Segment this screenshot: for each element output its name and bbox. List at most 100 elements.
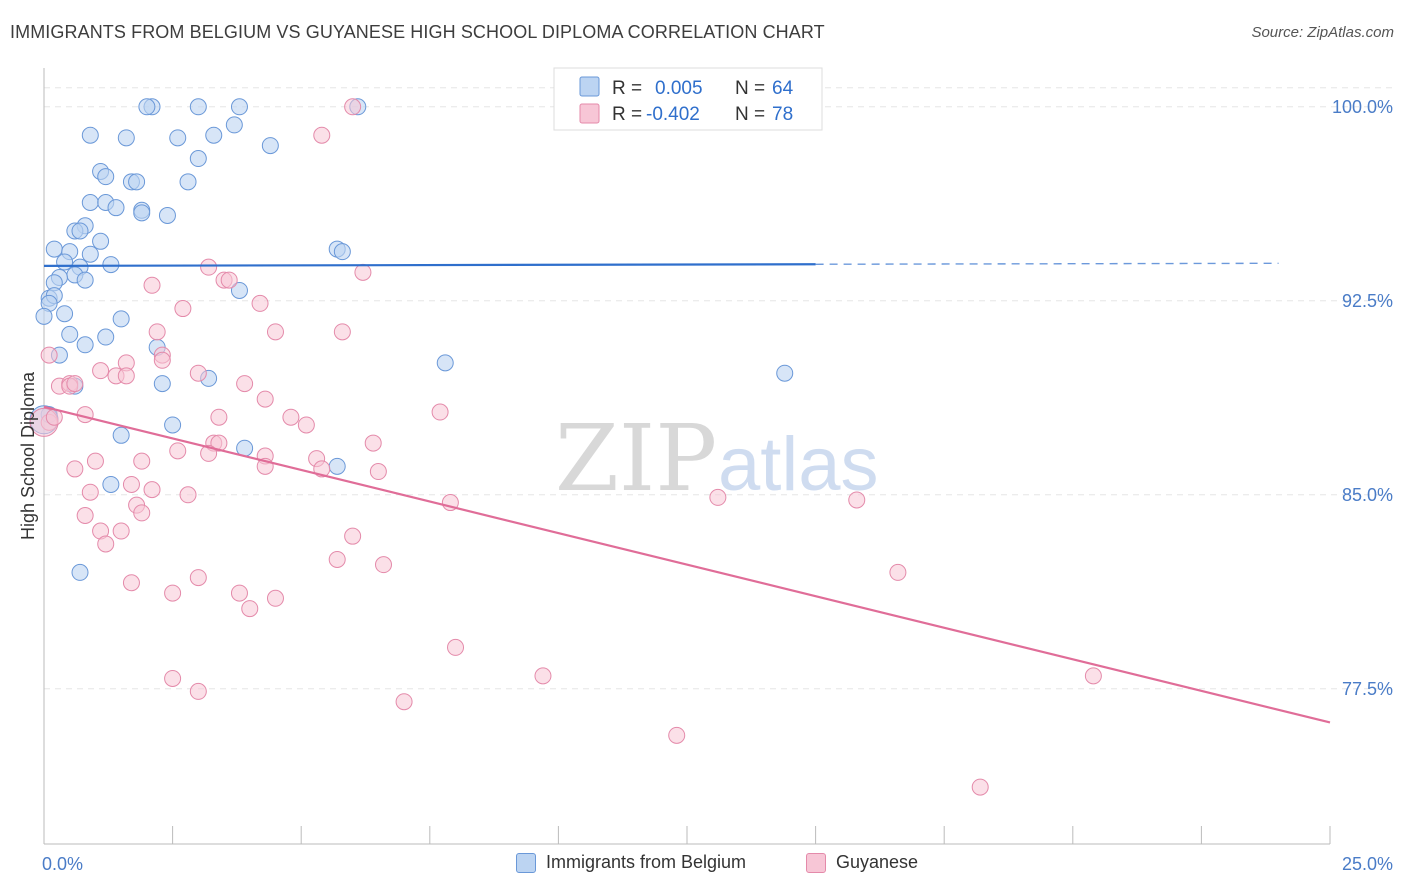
guyanese-point [200, 258, 218, 276]
belgium-point [56, 305, 74, 323]
belgium-point [112, 426, 130, 444]
belgium-point [164, 416, 182, 434]
guyanese-point [148, 323, 166, 341]
guyanese-point [241, 600, 259, 618]
guyanese-point [266, 589, 284, 607]
belgium-point [169, 129, 187, 147]
y-tick-label: 100.0% [1332, 97, 1393, 117]
belgium-point [71, 222, 89, 240]
guyanese-point [256, 390, 274, 408]
legend-swatch-belgium [579, 76, 600, 97]
guyanese-point [210, 434, 228, 452]
guyanese-point [369, 463, 387, 481]
guyanese-point [143, 276, 161, 294]
guyanese-point [117, 367, 135, 385]
y-tick-label: 92.5% [1342, 291, 1393, 311]
belgium-point [81, 245, 99, 263]
belgium-point [230, 281, 248, 299]
belgium-point [230, 98, 248, 116]
guyanese-point [133, 452, 151, 470]
y-tick-label: 77.5% [1342, 679, 1393, 699]
y-tick-label: 85.0% [1342, 485, 1393, 505]
guyanese-point [86, 452, 104, 470]
guyanese-point [210, 408, 228, 426]
source-credit: Source: ZipAtlas.com [1251, 24, 1394, 41]
legend-n-label-2: N = [735, 104, 765, 125]
guyanese-point [189, 682, 207, 700]
guyanese-point [97, 535, 115, 553]
guyanese-point [133, 504, 151, 522]
guyanese-point [333, 323, 351, 341]
legend-r-label-1: R = [612, 78, 642, 99]
guyanese-point [364, 434, 382, 452]
guyanese-point [189, 364, 207, 382]
guyanese-point [164, 669, 182, 687]
belgium-point [76, 271, 94, 289]
guyanese-point [344, 98, 362, 116]
guyanese-point [122, 574, 140, 592]
belgium-point [112, 310, 130, 328]
belgium-point [102, 475, 120, 493]
axes [43, 68, 1331, 845]
belgium-point [45, 240, 63, 258]
guyanese-point [971, 778, 989, 796]
trend-line-guyanese [43, 405, 1331, 724]
guyanese-point [169, 442, 187, 460]
guyanese-point [297, 416, 315, 434]
belgium-point [189, 98, 207, 116]
guyanese-point [709, 488, 727, 506]
guyanese-point [1084, 667, 1102, 685]
belgium-point [776, 364, 794, 382]
legend-bottom-label-belgium: Immigrants from Belgium [546, 852, 747, 872]
belgium-point [179, 173, 197, 191]
guyanese-point [236, 375, 254, 393]
guyanese-point [534, 667, 552, 685]
legend-bottom-belgium: Immigrants from Belgium [516, 852, 746, 873]
legend-bottom-label-guyanese: Guyanese [836, 852, 919, 872]
belgium-point [97, 328, 115, 346]
legend-n-label-1: N = [735, 78, 765, 99]
belgium-point [205, 126, 223, 144]
guyanese-point [328, 550, 346, 568]
guyanese-point [92, 362, 110, 380]
guyanese-point [200, 444, 218, 462]
watermark-atlas: atlas [718, 422, 879, 507]
legend-swatch-guyanese [579, 103, 600, 124]
guyanese-point [174, 300, 192, 318]
belgium-point [102, 256, 120, 274]
guyanese-point [668, 726, 686, 744]
legend-top: R = 0.005 N = 64 R = -0.402 N = 78 [553, 67, 823, 131]
belgium-point [56, 253, 74, 271]
legend-bottom-swatch-guyanese [806, 852, 826, 873]
guyanese-point [230, 584, 248, 602]
y-tick-labels: 100.0% 92.5% 85.0% 77.5% [1332, 97, 1393, 699]
watermark-zip: ZIP [555, 405, 717, 512]
guyanese-point [189, 569, 207, 587]
belgium-point [61, 325, 79, 343]
trend-line-belgium [43, 263, 816, 267]
guyanese-point [313, 126, 331, 144]
legend-r-label-2: R = [612, 104, 642, 125]
belgium-point [158, 206, 176, 224]
guyanese-point [375, 556, 393, 574]
belgium-point [35, 307, 53, 325]
belgium-point [97, 168, 115, 186]
legend-r-value-belgium: 0.005 [655, 78, 703, 99]
belgium-point [107, 199, 125, 217]
guyanese-point [66, 375, 84, 393]
guyanese-point [143, 481, 161, 499]
guyanese-point [179, 486, 197, 504]
belgium-point [92, 232, 110, 250]
belgium-point [333, 243, 351, 261]
belgium-point [138, 98, 156, 116]
legend-bottom-swatch-belgium [516, 852, 536, 873]
guyanese-point [251, 294, 269, 312]
guyanese-point [40, 346, 58, 364]
legend-n-value-guyanese: 78 [772, 104, 793, 125]
guyanese-point [282, 408, 300, 426]
guyanese-point [220, 271, 238, 289]
belgium-point [81, 194, 99, 212]
belgium-point [71, 563, 89, 581]
legend-n-value-belgium: 64 [772, 78, 794, 99]
